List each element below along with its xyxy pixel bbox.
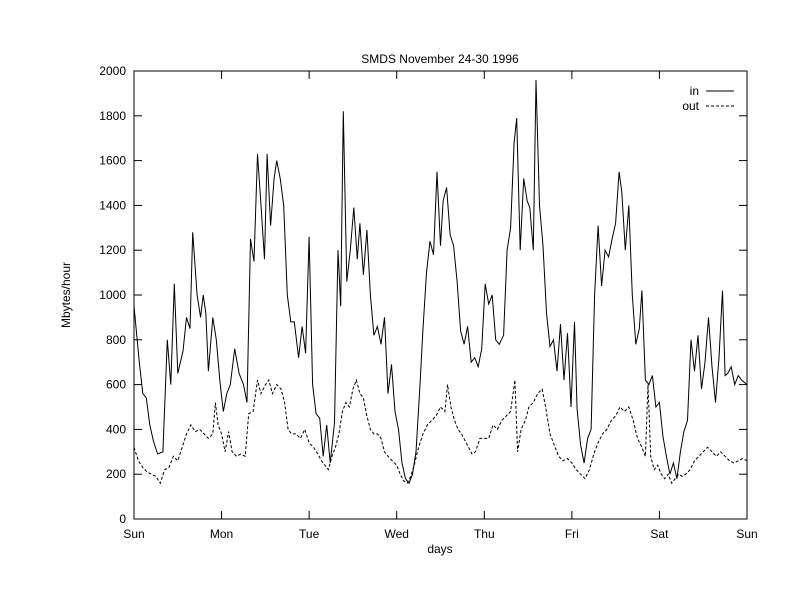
y-tick-label: 1600 bbox=[99, 154, 126, 168]
y-tick-label: 800 bbox=[106, 333, 126, 347]
y-tick-label: 400 bbox=[106, 422, 126, 436]
y-tick-label: 0 bbox=[119, 512, 126, 526]
x-tick-label: Mon bbox=[210, 527, 233, 541]
y-tick-label: 600 bbox=[106, 378, 126, 392]
x-tick-label: Sun bbox=[123, 527, 144, 541]
x-tick-label: Fri bbox=[565, 527, 579, 541]
y-tick-label: 1000 bbox=[99, 288, 126, 302]
x-tick-label: Thu bbox=[474, 527, 495, 541]
series-line-in bbox=[133, 79, 748, 485]
axes: 0 200 400 600 800 1000 1200 1400 1600 1800 2000 Sun… bbox=[99, 64, 757, 541]
y-tick-label: 1400 bbox=[99, 198, 126, 212]
y-axis-title: Mbytes/hour bbox=[59, 262, 73, 328]
legend-label-out: out bbox=[682, 99, 699, 113]
x-tick-label: Sat bbox=[650, 527, 669, 541]
x-axis-title: days bbox=[427, 542, 452, 556]
y-tick-label: 200 bbox=[106, 467, 126, 481]
x-tick-label: Tue bbox=[299, 527, 320, 541]
legend-label-in: in bbox=[690, 84, 699, 98]
data-lines bbox=[133, 79, 748, 485]
x-tick-label: Wed bbox=[384, 527, 408, 541]
plot-frame bbox=[133, 70, 748, 520]
series-line-out bbox=[133, 378, 748, 485]
chart-title: SMDS November 24-30 1996 bbox=[361, 52, 519, 66]
y-tick-label: 1800 bbox=[99, 109, 126, 123]
y-tick-label: 1200 bbox=[99, 243, 126, 257]
x-tick-label: Sun bbox=[736, 527, 757, 541]
y-tick-label: 2000 bbox=[99, 64, 126, 78]
